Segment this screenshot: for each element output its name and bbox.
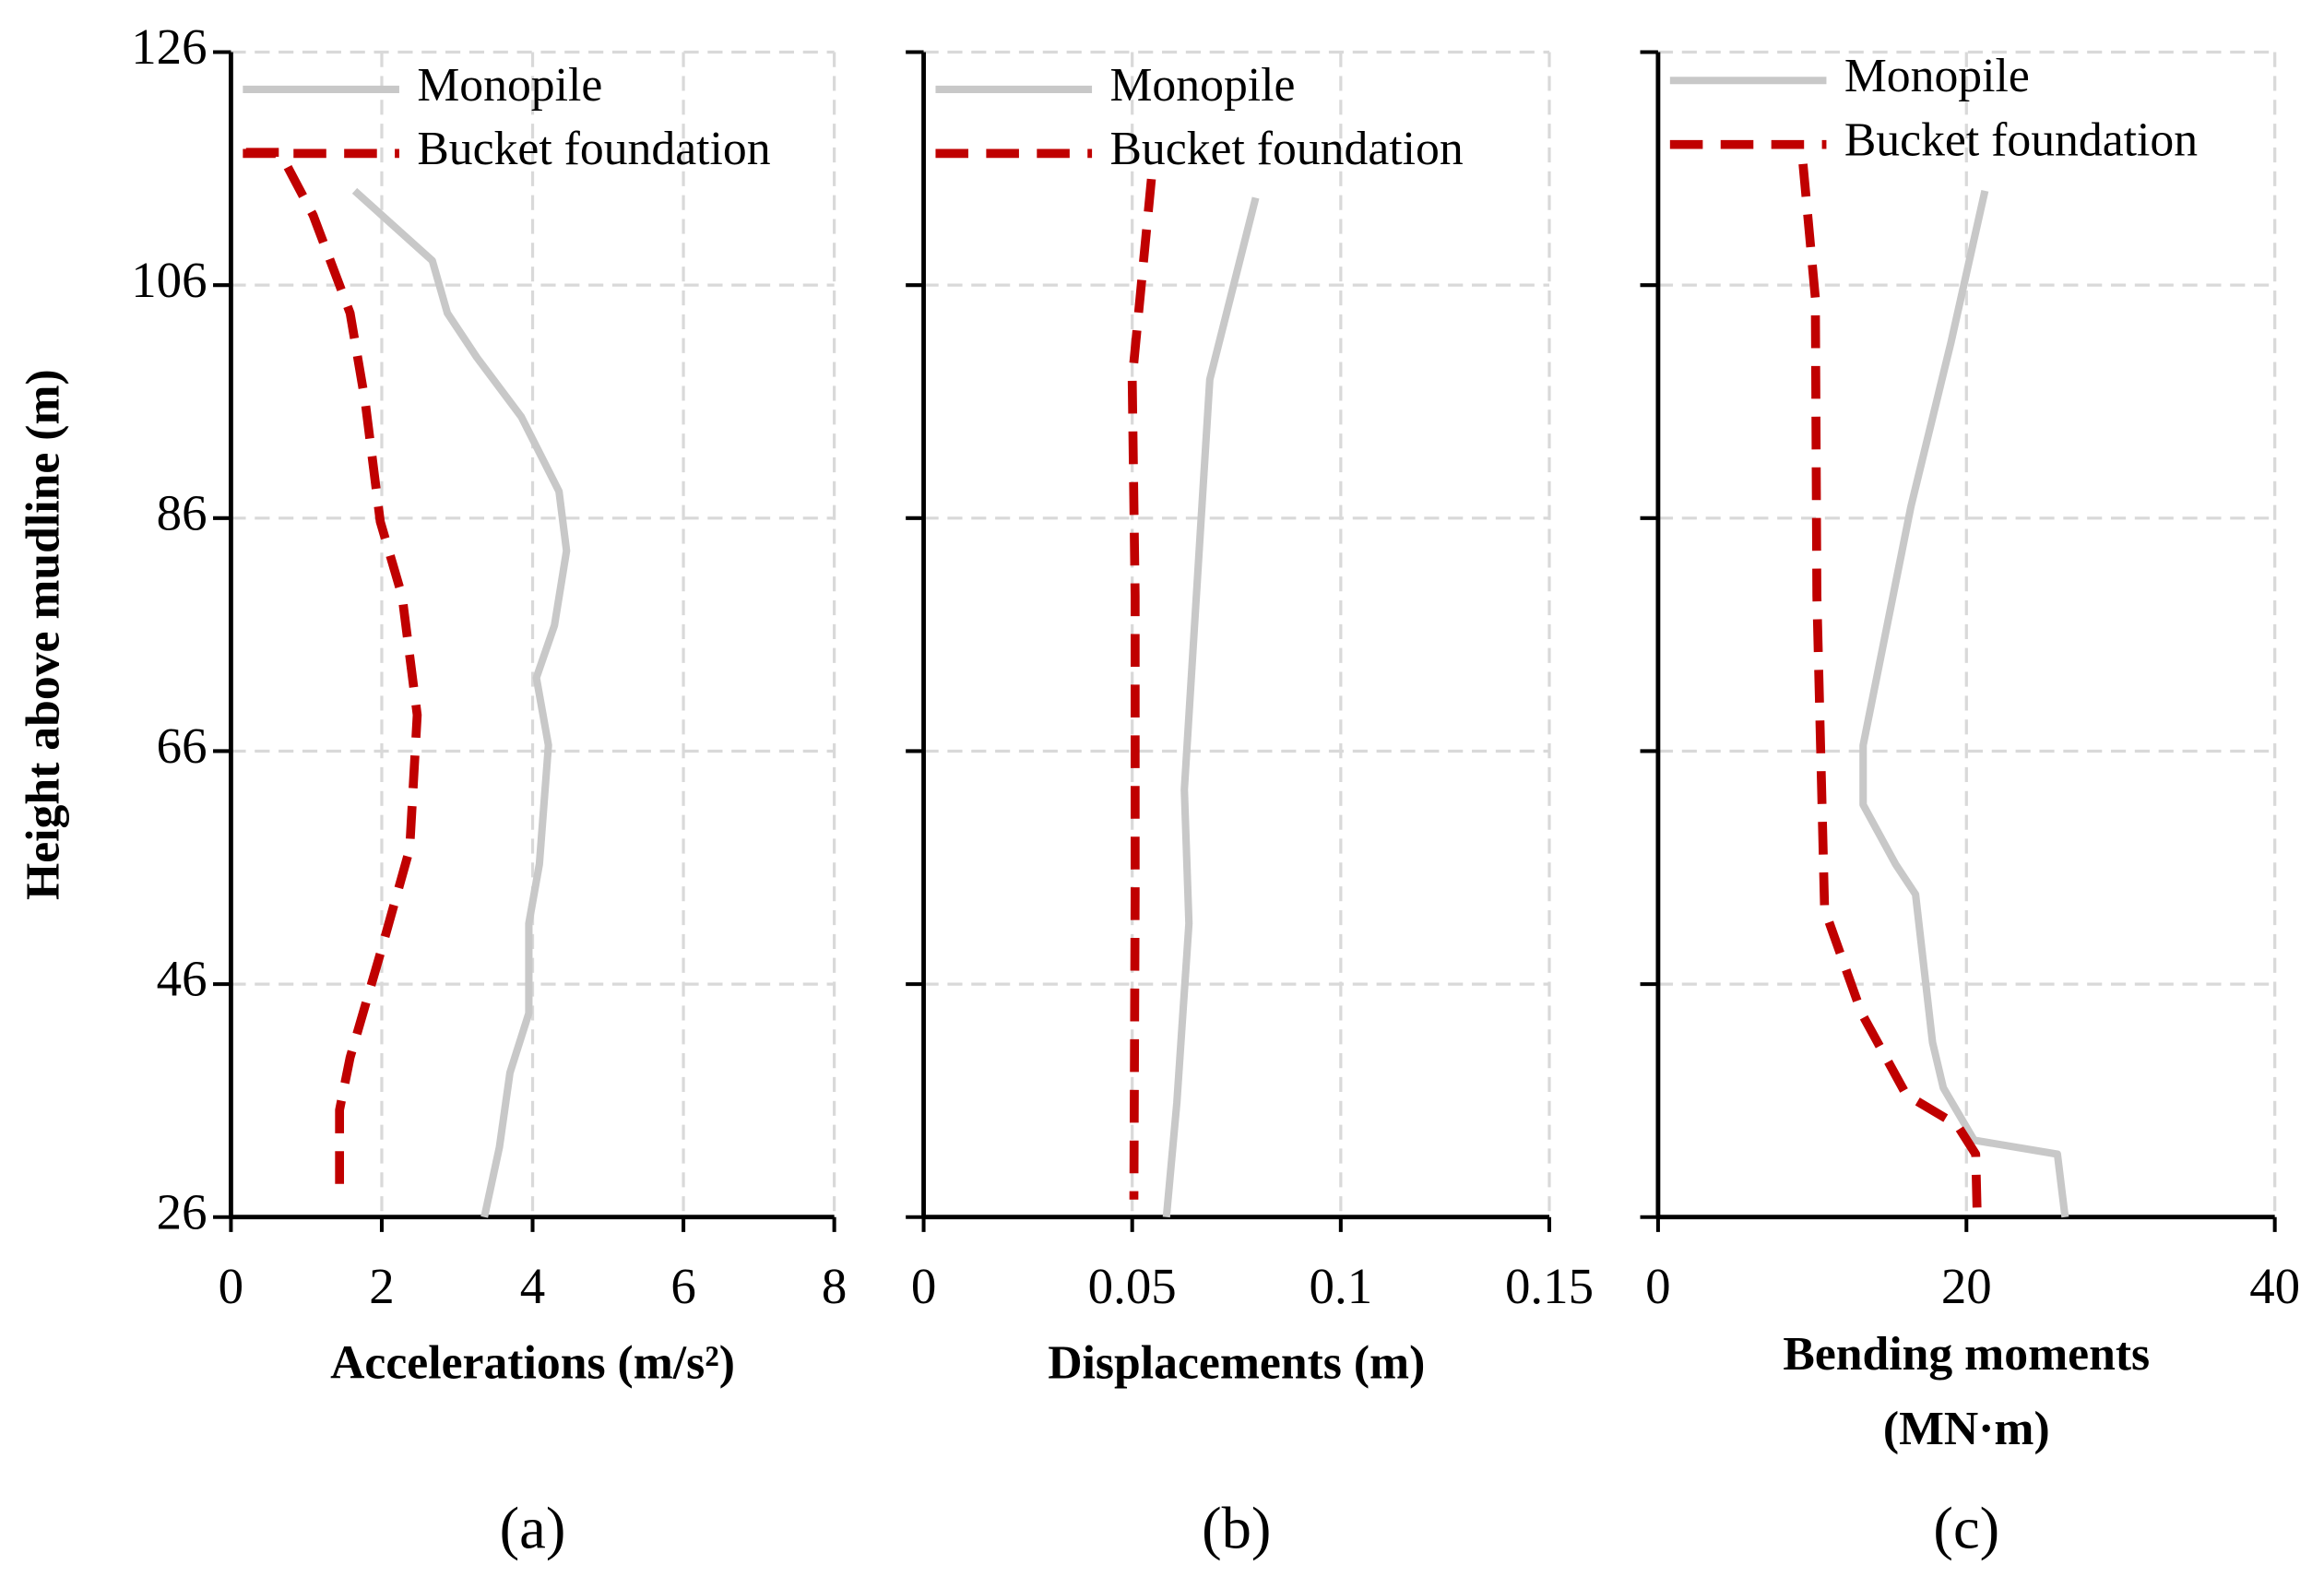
x-axis-label: (MN·m) [1883,1403,2050,1455]
x-tick-label: 8 [822,1258,847,1314]
data-line [351,187,571,1218]
y-tick-label: 86 [157,484,208,540]
x-tick-label: 20 [1941,1258,1992,1314]
panel-label: (c) [1933,1495,1999,1562]
y-tick-label: 106 [131,252,207,308]
x-tick-label: 0.1 [1310,1258,1373,1314]
x-tick-label: 2 [369,1258,394,1314]
x-axis-label: Accelerations (m/s²) [330,1337,735,1390]
x-axis-label: Bending moments [1783,1328,2150,1381]
x-tick-label: 6 [670,1258,695,1314]
x-tick-label: 0.15 [1505,1258,1594,1314]
legend-label: Monopile [417,59,602,112]
data-line [1162,196,1260,1218]
x-tick-label: 0 [219,1258,243,1314]
data-line [1798,163,1982,1217]
data-line [1859,189,2069,1218]
legend-label: Monopile [1109,59,1295,112]
y-tick-label: 66 [157,717,208,774]
legend-label: Bucket foundation [417,123,770,175]
x-tick-label: 0.05 [1088,1258,1177,1314]
legend-label: Bucket foundation [1844,114,2198,167]
x-tick-label: 40 [2249,1258,2300,1314]
x-tick-label: 0 [911,1258,936,1314]
data-line [1127,178,1156,1200]
panel-label: (b) [1202,1495,1271,1562]
x-tick-label: 0 [1645,1258,1670,1314]
y-tick-label: 126 [131,18,207,75]
data-line [245,148,422,1200]
x-axis-label: Displacements (m) [1048,1337,1425,1390]
legend-label: Bucket foundation [1109,123,1463,175]
x-tick-label: 4 [520,1258,545,1314]
panel-label: (a) [500,1495,566,1562]
y-tick-label: 46 [157,951,208,1007]
y-axis-label: Height above mudline (m) [18,369,70,900]
legend-label: Monopile [1844,50,2030,102]
y-tick-label: 26 [157,1183,208,1239]
